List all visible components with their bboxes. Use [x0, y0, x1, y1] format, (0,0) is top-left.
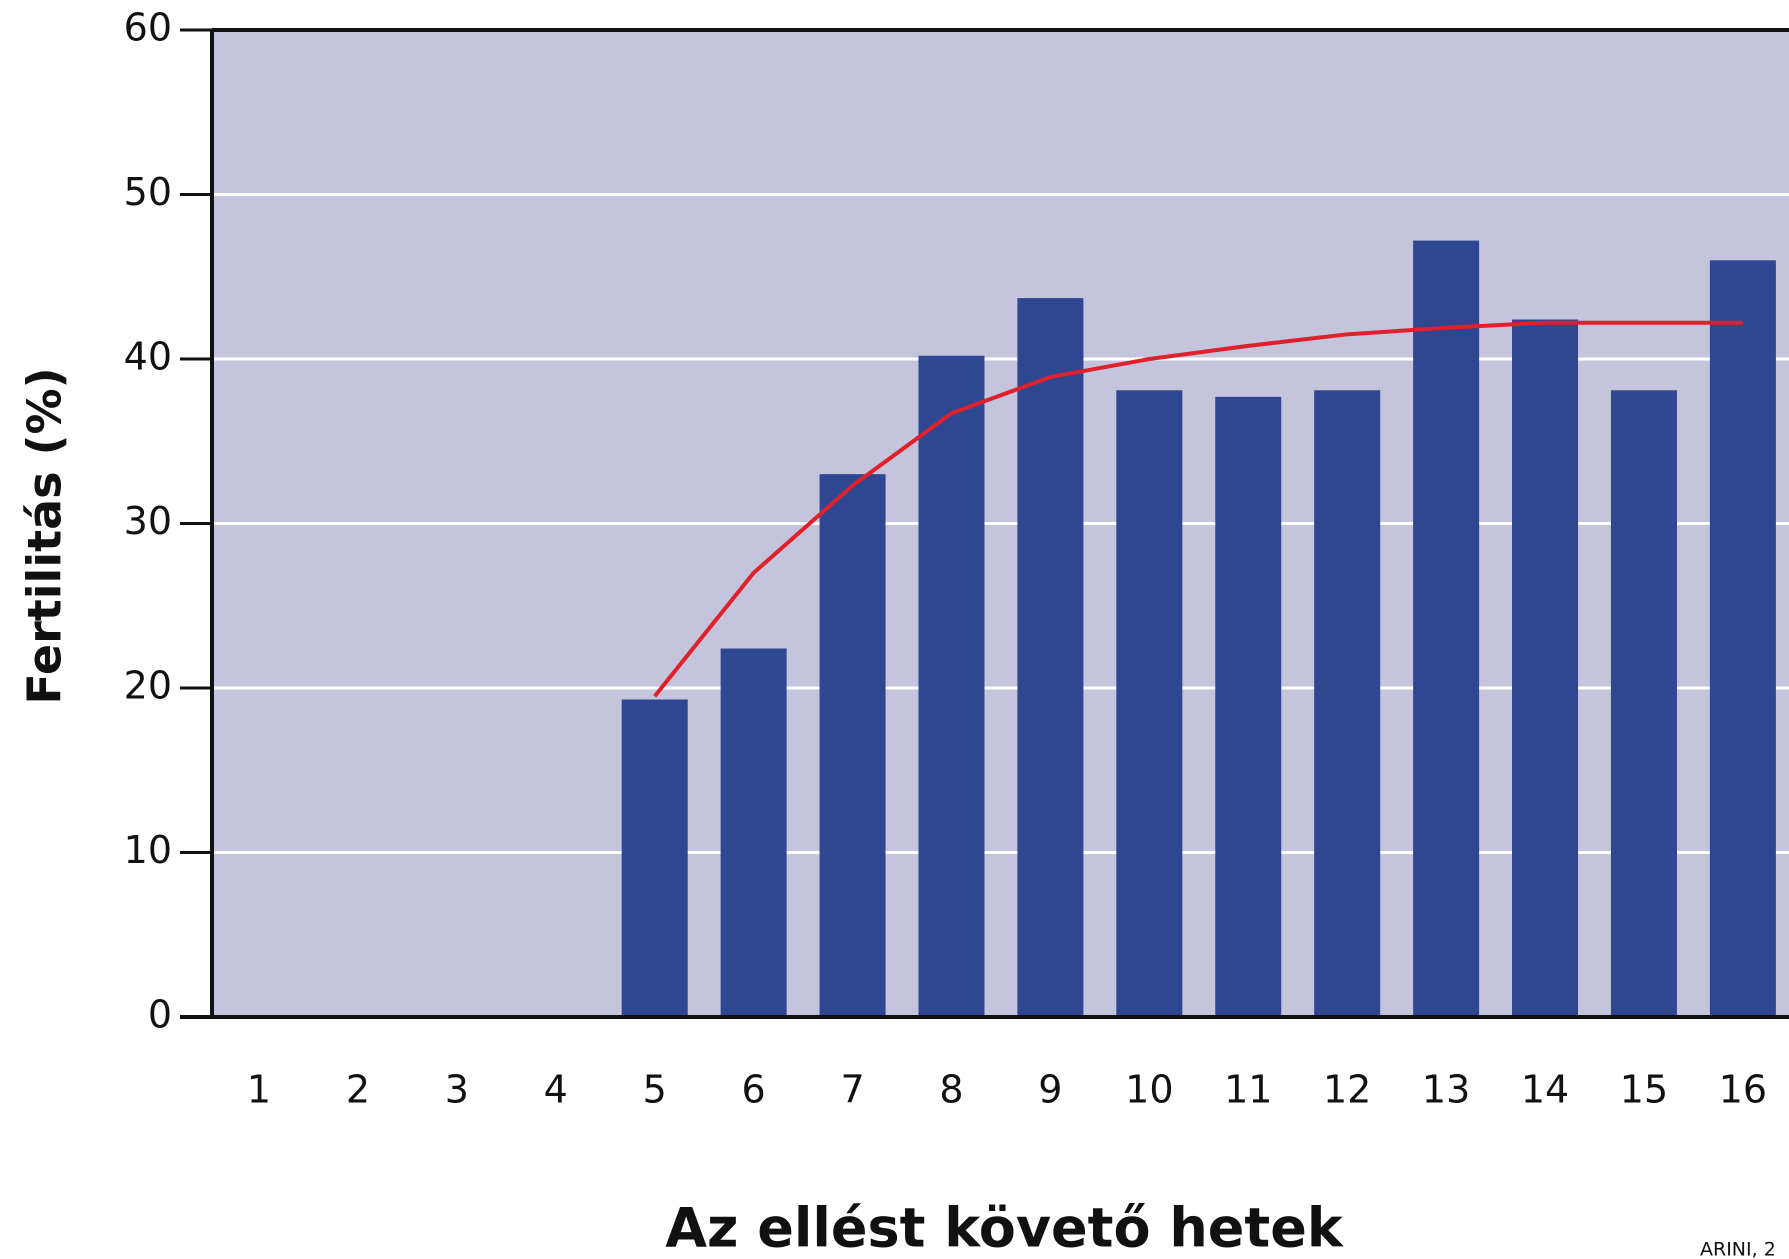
y-tick-label: 0	[148, 993, 172, 1037]
x-tick-label: 9	[1038, 1068, 1062, 1112]
bar	[1215, 396, 1282, 1018]
x-tick-label: 5	[643, 1068, 667, 1112]
bar	[819, 474, 886, 1017]
x-tick-label: 8	[939, 1068, 963, 1112]
source-note: ARINI, 2	[1700, 1239, 1776, 1259]
bar	[1413, 240, 1480, 1017]
bar	[1512, 319, 1579, 1017]
x-axis-label: Az ellést követő hetek	[665, 1197, 1344, 1259]
bar	[621, 699, 688, 1017]
bar	[1314, 390, 1381, 1017]
trend-line	[653, 320, 1743, 698]
y-axis-label: Fertilitás (%)	[18, 367, 72, 704]
x-tick-label: 2	[346, 1068, 370, 1112]
y-tick-label: 50	[124, 170, 172, 214]
x-tick-label: 10	[1125, 1068, 1173, 1112]
x-tick-label: 4	[544, 1068, 568, 1112]
x-tick-label: 12	[1323, 1068, 1371, 1112]
bar	[1017, 298, 1084, 1017]
y-tick-label: 30	[124, 499, 172, 543]
x-tick-label: 13	[1422, 1068, 1470, 1112]
x-tick-label: 7	[840, 1068, 864, 1112]
bar	[1709, 260, 1776, 1017]
x-tick-label: 14	[1521, 1068, 1569, 1112]
x-tick-label: 3	[445, 1068, 469, 1112]
x-tick-label: 1	[247, 1068, 271, 1112]
y-tick-label: 10	[124, 828, 172, 872]
bar	[720, 648, 787, 1017]
bar	[1610, 390, 1677, 1017]
y-tick-label: 40	[124, 335, 172, 379]
x-tick-label: 15	[1620, 1068, 1668, 1112]
x-tick-label: 6	[742, 1068, 766, 1112]
y-tick-label: 60	[124, 6, 172, 50]
x-tick-label: 11	[1224, 1068, 1272, 1112]
x-tick-label: 16	[1719, 1068, 1767, 1112]
bar	[1116, 390, 1183, 1017]
bar	[918, 355, 985, 1018]
y-tick-label: 20	[124, 664, 172, 708]
